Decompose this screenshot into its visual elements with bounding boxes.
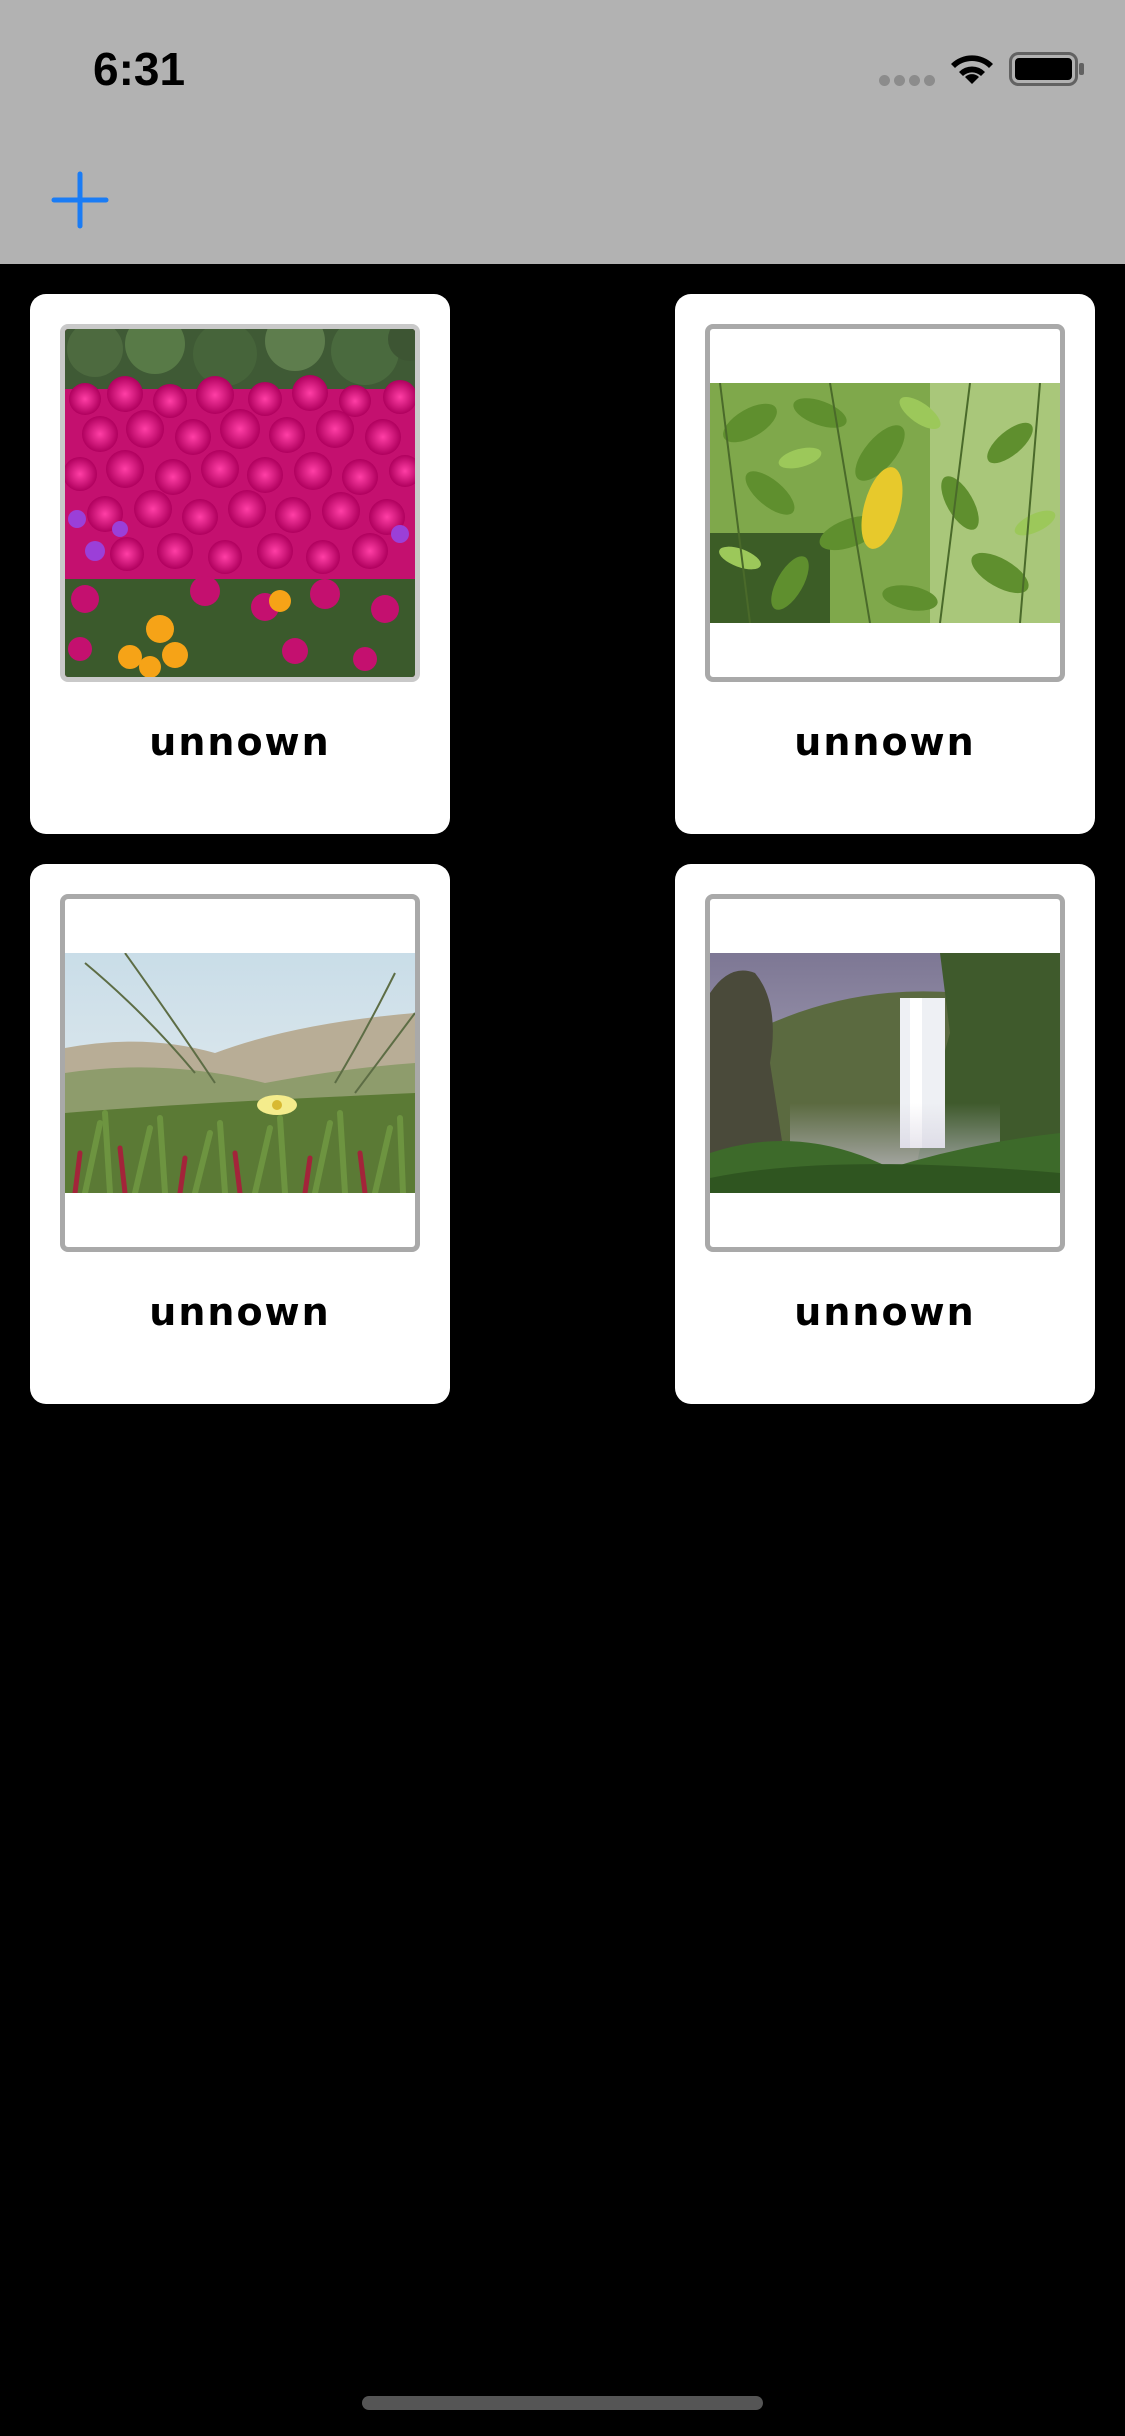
card-title: unnown — [794, 1290, 976, 1334]
photo-card[interactable]: unnown — [675, 294, 1095, 834]
home-indicator[interactable] — [362, 2396, 763, 2410]
photo-frame — [60, 894, 420, 1252]
card-title: unnown — [149, 1290, 331, 1334]
add-button[interactable] — [50, 170, 110, 230]
photo-card[interactable]: unnown — [30, 294, 450, 834]
navigation-bar: 6:31 — [0, 0, 1125, 264]
cellular-signal-icon — [879, 75, 935, 87]
battery-icon — [1009, 52, 1084, 86]
photo-card[interactable]: unnown — [675, 864, 1095, 1404]
card-title: unnown — [794, 720, 976, 764]
photo-frame — [705, 324, 1065, 682]
waterfall-photo — [710, 953, 1060, 1193]
wifi-icon — [951, 55, 993, 84]
leaves-photo — [710, 383, 1060, 623]
card-title: unnown — [149, 720, 331, 764]
flower-photo — [65, 329, 415, 677]
dune-grass-photo — [65, 953, 415, 1193]
photo-card[interactable]: unnown — [30, 864, 450, 1404]
photo-frame — [705, 894, 1065, 1252]
photo-frame — [60, 324, 420, 682]
status-bar-time: 6:31 — [93, 43, 186, 95]
